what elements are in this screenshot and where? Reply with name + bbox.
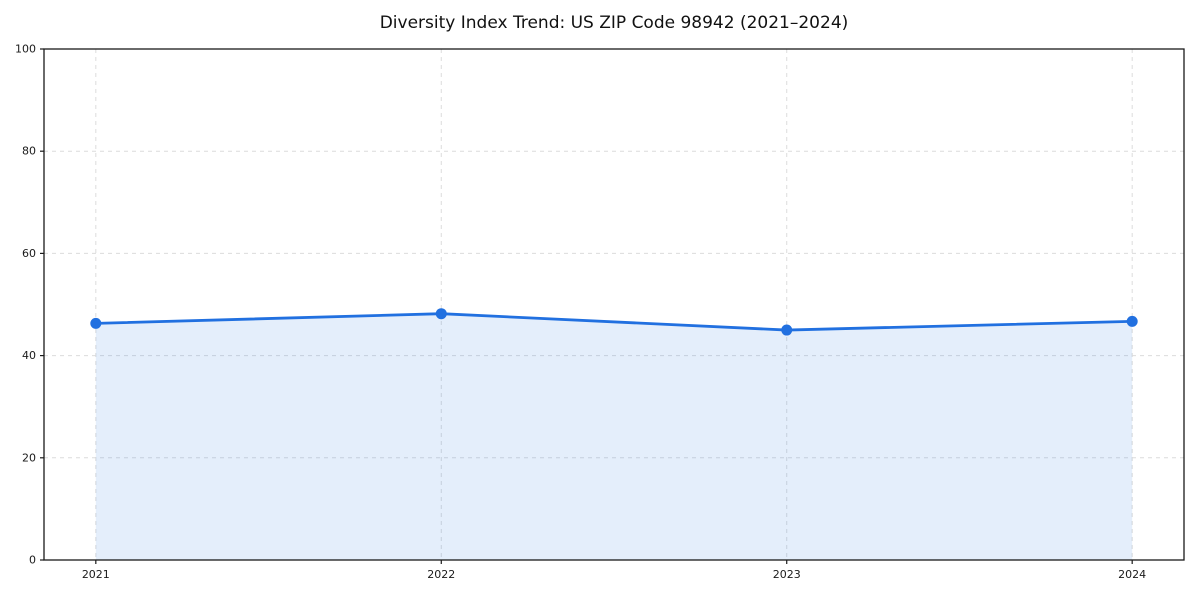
chart-title: Diversity Index Trend: US ZIP Code 98942… bbox=[380, 13, 849, 33]
y-tick-label: 20 bbox=[22, 451, 36, 464]
y-tick-label: 0 bbox=[29, 554, 36, 567]
y-tick-label: 60 bbox=[22, 247, 36, 260]
data-point-marker bbox=[435, 308, 447, 320]
axes-layer: 0 20 40 60 80 100 2021 2022 2023 2024 bbox=[15, 43, 1185, 581]
data-point-marker bbox=[90, 317, 102, 329]
series-layer bbox=[90, 308, 1138, 560]
y-tick-label: 80 bbox=[22, 145, 36, 158]
y-tick-label: 100 bbox=[15, 43, 36, 56]
plot-border bbox=[43, 48, 1185, 561]
trend-line bbox=[94, 312, 1134, 332]
x-tick-label: 2024 bbox=[1118, 568, 1146, 581]
x-tick-label: 2023 bbox=[773, 568, 801, 581]
data-point-marker bbox=[1126, 315, 1138, 327]
area-fill bbox=[95, 313, 1133, 560]
data-point-marker bbox=[781, 324, 793, 336]
x-tick-label: 2021 bbox=[82, 568, 110, 581]
y-tick-label: 40 bbox=[22, 349, 36, 362]
x-tick-label: 2022 bbox=[427, 568, 455, 581]
